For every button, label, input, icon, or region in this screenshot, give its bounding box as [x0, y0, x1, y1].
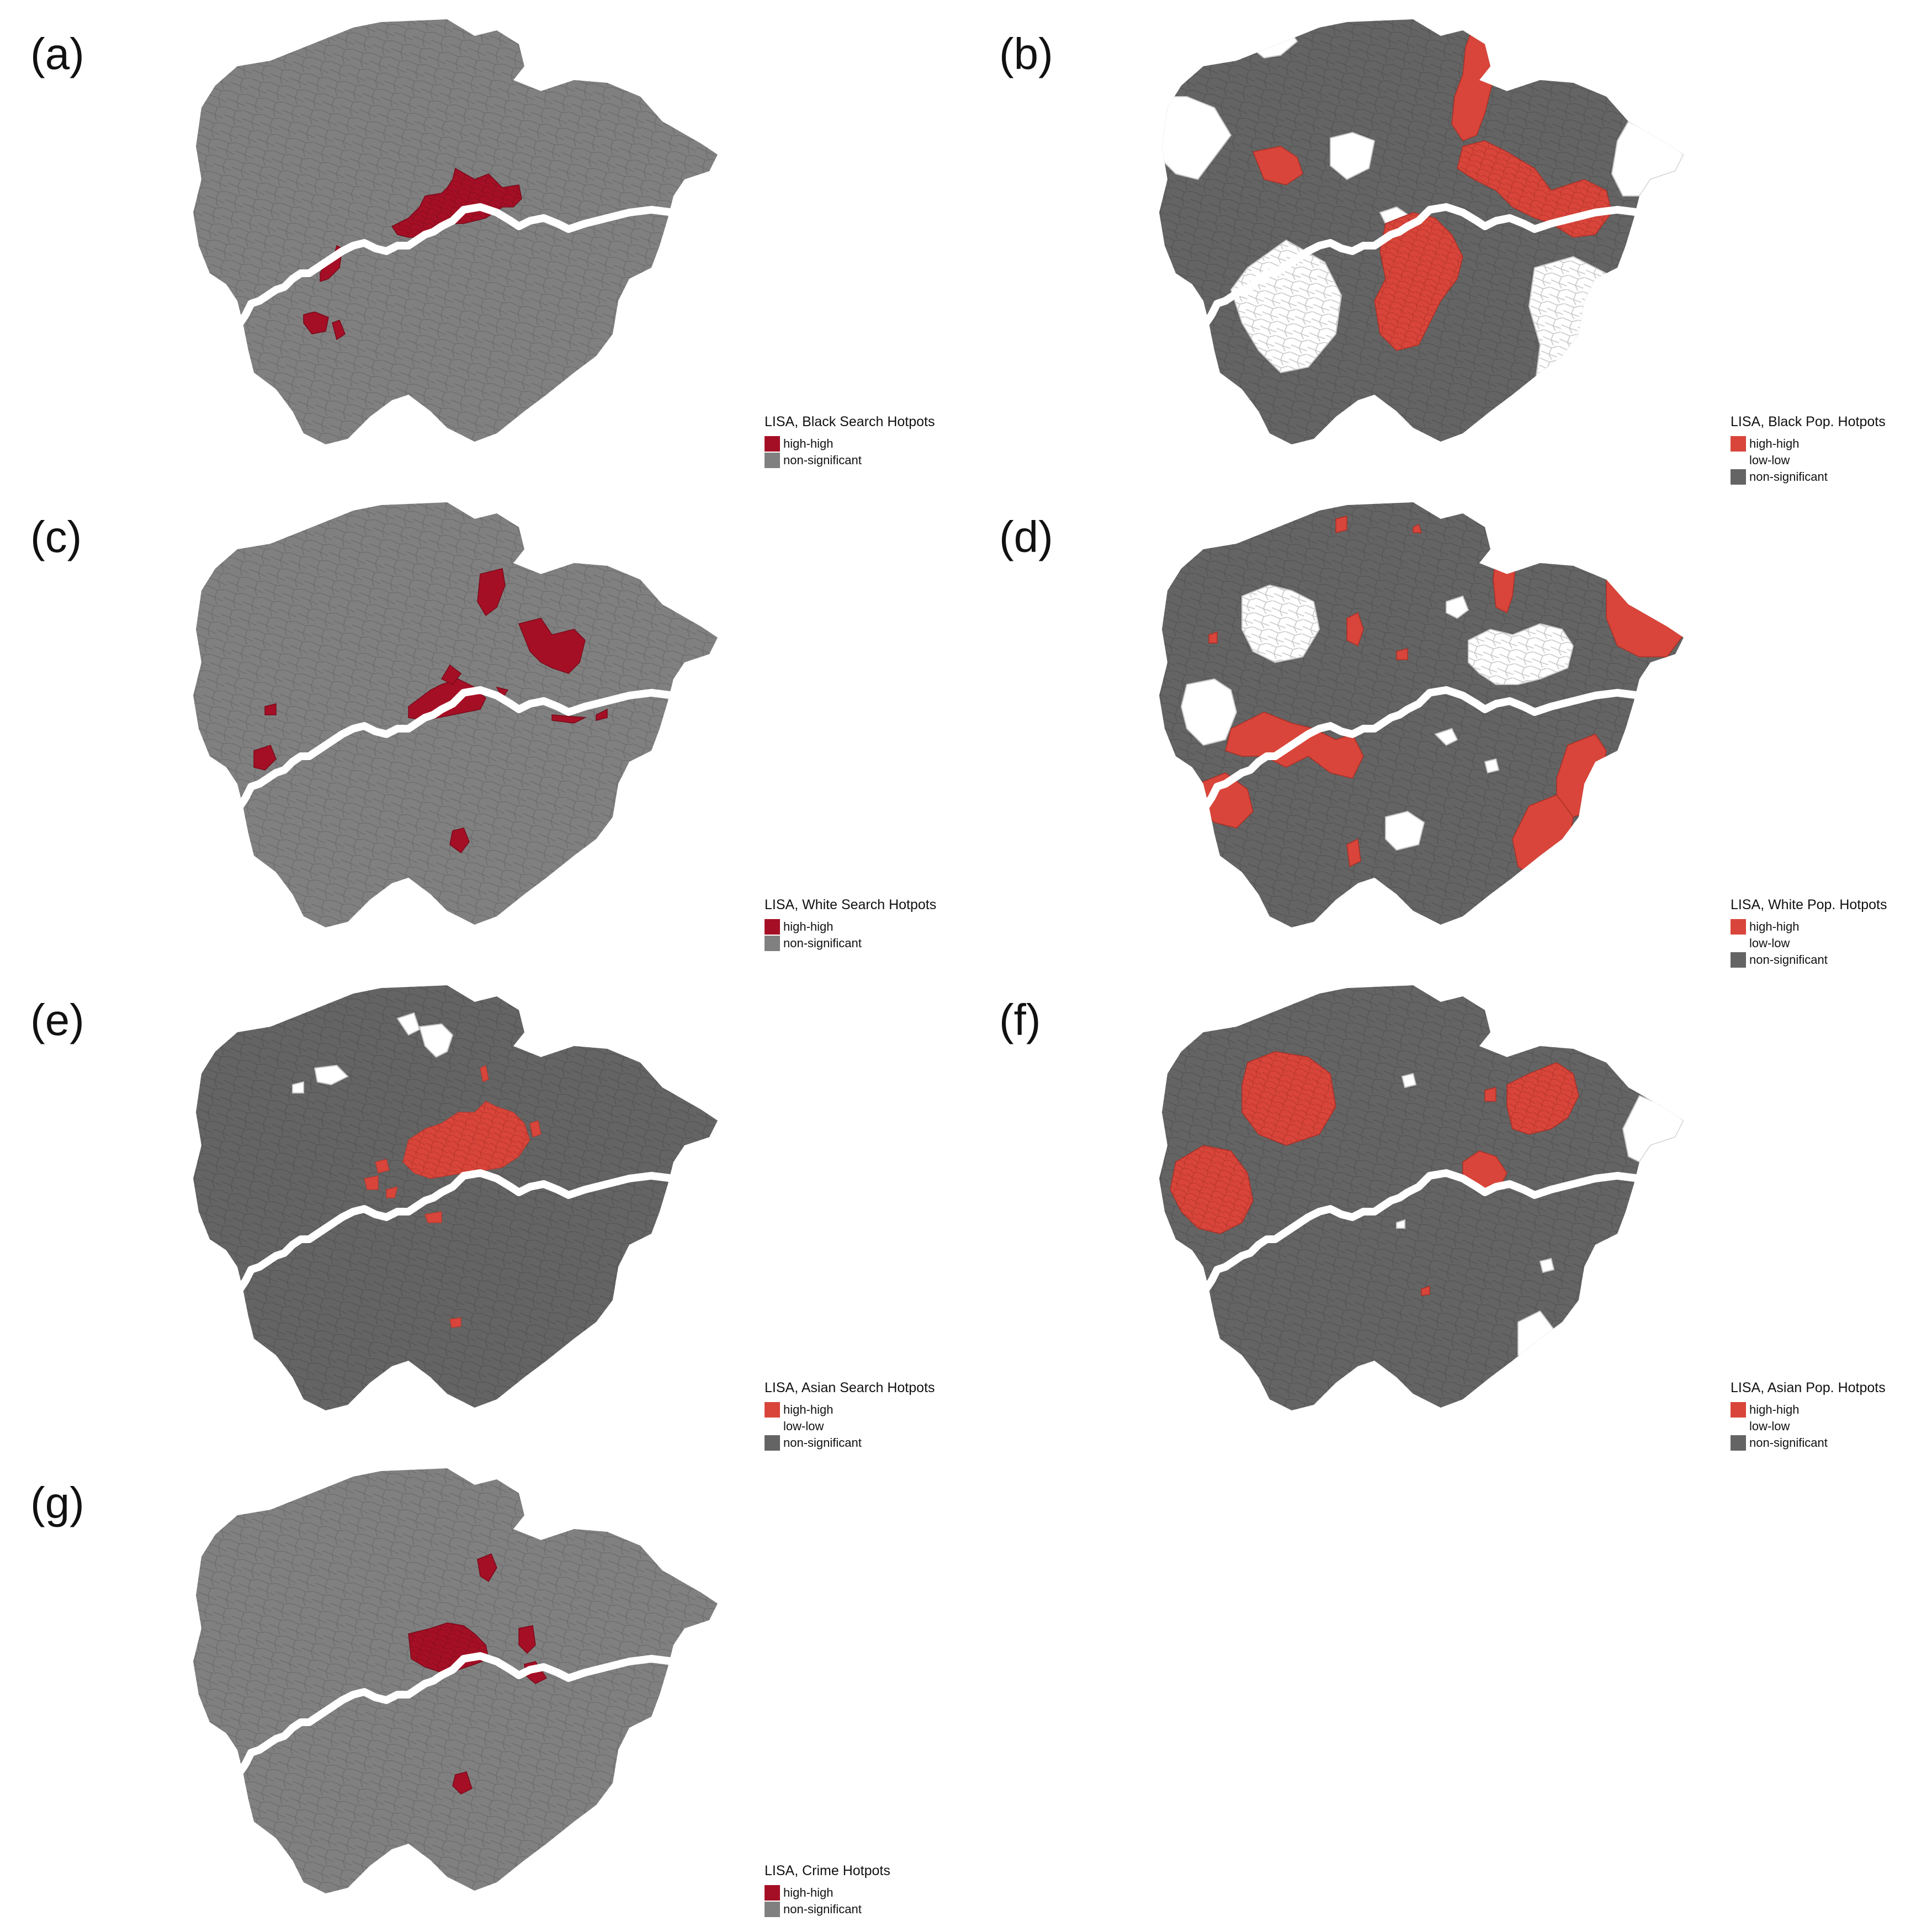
panel-c: (c) LISA, White Search Hotpots high-: [0, 483, 966, 966]
legend-swatch: [1731, 1435, 1746, 1451]
legend-item-high-high: high-high: [1731, 1402, 1886, 1418]
legend-label: non-significant: [1749, 1436, 1828, 1450]
london-map: [1159, 985, 1715, 1410]
legend: LISA, Crime Hotpots high-high non-signif…: [765, 1863, 890, 1918]
legend-item-high-high: high-high: [1731, 919, 1887, 935]
legend-label: high-high: [783, 1403, 834, 1416]
legend-item-non-significant: non-significant: [1731, 952, 1887, 968]
legend-label: low-low: [1749, 936, 1790, 950]
thames-river: [1202, 198, 1715, 327]
legend-title: LISA, White Pop. Hotpots: [1731, 897, 1887, 912]
legend-swatch: [765, 919, 780, 935]
legend-swatch: [1731, 919, 1746, 935]
legend-title: LISA, White Search Hotpots: [765, 897, 937, 912]
panel-a: (a) LISA, Black Search Hotpots high-high…: [0, 0, 966, 483]
legend-item-non-significant: non-significant: [765, 1901, 890, 1918]
legend-swatch: [1731, 936, 1746, 951]
legend-swatch: [1731, 1419, 1746, 1434]
legend-item-high-high: high-high: [765, 436, 935, 452]
london-map: [1159, 502, 1715, 927]
legend-label: non-significant: [1749, 470, 1828, 484]
panel-label: (g): [30, 1478, 84, 1527]
legend-item-high-high: high-high: [765, 1402, 935, 1418]
legend-label: non-significant: [783, 1902, 862, 1916]
legend-swatch: [765, 436, 780, 452]
legend-item-non-significant: non-significant: [765, 452, 935, 469]
legend-label: non-significant: [783, 453, 862, 467]
thames-river: [236, 198, 749, 327]
legend-item-high-high: high-high: [765, 919, 936, 935]
legend-item-low-low: low-low: [1731, 1418, 1886, 1435]
panel-label: (e): [30, 995, 84, 1044]
thames-river: [1202, 681, 1715, 810]
legend-item-low-low: low-low: [1731, 452, 1886, 469]
legend-label: high-high: [783, 437, 834, 450]
legend-swatch: [1731, 1402, 1746, 1418]
legend-label: low-low: [1749, 1419, 1790, 1433]
legend-swatch: [1731, 469, 1746, 485]
legend: LISA, Asian Search Hotpots high-high low…: [765, 1380, 935, 1451]
legend-swatch: [765, 936, 780, 951]
legend-item-low-low: low-low: [1731, 935, 1887, 952]
legend-swatch: [765, 1419, 780, 1434]
legend-label: high-high: [1749, 1403, 1800, 1416]
legend-label: high-high: [783, 920, 834, 933]
panel-e: (e): [0, 966, 966, 1451]
legend-item-high-high: high-high: [765, 1885, 890, 1901]
legend-title: LISA, Crime Hotpots: [765, 1863, 890, 1878]
legend-swatch: [765, 1435, 780, 1451]
legend-label: non-significant: [783, 936, 862, 950]
panel-label: (b): [999, 29, 1053, 78]
legend-swatch: [1731, 453, 1746, 468]
legend-swatch: [1731, 952, 1746, 968]
panel-g: (g) LISA, Crime Hotpots high-high n: [0, 1449, 966, 1932]
panel-label: (c): [30, 512, 82, 561]
legend-title: LISA, Asian Pop. Hotpots: [1731, 1380, 1886, 1395]
legend-swatch: [765, 1402, 780, 1418]
legend: LISA, Black Pop. Hotpots high-high low-l…: [1731, 414, 1886, 485]
legend-title: LISA, Black Search Hotpots: [765, 414, 935, 429]
legend-item-non-significant: non-significant: [1731, 1435, 1886, 1451]
legend-label: low-low: [1749, 453, 1790, 467]
legend-label: high-high: [1749, 437, 1800, 450]
panel-label: (a): [30, 29, 84, 78]
london-map: [193, 1468, 749, 1893]
legend-swatch: [765, 453, 780, 468]
thames-river: [236, 1647, 749, 1776]
london-map: [193, 985, 749, 1410]
legend-label: low-low: [783, 1419, 824, 1433]
legend-title: LISA, Asian Search Hotpots: [765, 1380, 935, 1395]
legend: LISA, Black Search Hotpots high-high non…: [765, 414, 935, 469]
low-low-cluster: [292, 1012, 454, 1094]
thames-river: [236, 681, 749, 810]
legend-item-non-significant: non-significant: [1731, 469, 1886, 485]
legend-swatch: [1731, 436, 1746, 452]
legend: LISA, White Pop. Hotpots high-high low-l…: [1731, 897, 1887, 968]
legend-label: high-high: [783, 1886, 834, 1899]
panel-label: (d): [999, 512, 1053, 561]
legend-item-non-significant: non-significant: [765, 1435, 935, 1451]
legend-swatch: [765, 1885, 780, 1901]
thames-river: [1202, 1164, 1715, 1293]
panel-b: (b): [966, 0, 1932, 485]
panel-label: (f): [999, 995, 1041, 1044]
legend-label: high-high: [1749, 920, 1800, 933]
legend: LISA, White Search Hotpots high-high non…: [765, 897, 936, 952]
panel-f: (f): [966, 966, 1932, 1451]
legend-item-high-high: high-high: [1731, 436, 1886, 452]
legend-item-low-low: low-low: [765, 1418, 935, 1435]
london-map: [193, 502, 749, 927]
legend-title: LISA, Black Pop. Hotpots: [1731, 414, 1886, 429]
panel-d: (d): [966, 483, 1932, 968]
legend-item-non-significant: non-significant: [765, 935, 936, 952]
london-map: [193, 19, 749, 444]
legend-label: non-significant: [1749, 953, 1828, 967]
thames-river: [236, 1164, 749, 1293]
legend: LISA, Asian Pop. Hotpots high-high low-l…: [1731, 1380, 1886, 1451]
london-map: [1159, 19, 1715, 444]
legend-swatch: [765, 1902, 780, 1917]
legend-label: non-significant: [783, 1436, 862, 1450]
